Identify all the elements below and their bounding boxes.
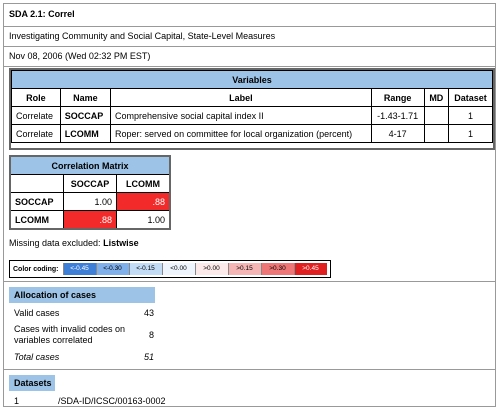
matrix-cell-high: .88: [116, 192, 171, 211]
invalid-cases-value: 8: [148, 330, 154, 340]
dataset-path: /SDA-ID/ICSC/00163-0002: [58, 396, 166, 406]
table-row: Correlate LCOMM Roper: served on committ…: [11, 124, 494, 143]
run-date: Nov 08, 2006 (Wed 02:32 PM EST): [4, 48, 495, 67]
valid-cases-value: 43: [143, 308, 154, 318]
matrix-col-lcomm: LCOMM: [116, 174, 171, 193]
report-frame: [3, 3, 496, 407]
page-title: SDA 2.1: Correl: [4, 6, 495, 27]
range-cell: 4-17: [370, 124, 425, 143]
matrix-cell-high: .88: [63, 210, 117, 230]
color-coding-label: Color coding:: [13, 265, 59, 273]
name-cell: SOCCAP: [59, 106, 112, 125]
role-cell: Correlate: [11, 106, 61, 125]
color-swatch: <0.00: [161, 263, 195, 275]
col-role: Role: [11, 88, 61, 107]
missing-data-note: Missing data excluded: Listwise: [9, 238, 139, 248]
swatch-strip: <-0.45 <-0.30 <-0.15 <0.00 >0.00 >0.15 >0.30 >0…: [62, 263, 327, 275]
matrix-col-soccap: SOCCAP: [63, 174, 117, 193]
table-row: Correlate SOCCAP Comprehensive social ca…: [11, 106, 494, 125]
color-swatch: <-0.45: [63, 263, 96, 275]
dataset-number: 1: [14, 396, 20, 406]
dataset-cell: 1: [447, 106, 494, 125]
col-range: Range: [370, 88, 425, 107]
color-swatch: >0.30: [260, 263, 294, 275]
correlation-heading: Correlation Matrix: [9, 155, 171, 175]
valid-cases-label: Valid cases: [14, 308, 60, 318]
col-name: Name: [59, 88, 112, 107]
matrix-cell: 1.00: [116, 210, 171, 230]
total-cases-value: 51: [143, 352, 154, 362]
md-cell: [423, 106, 449, 125]
allocation-heading: Allocation of cases: [9, 287, 155, 303]
variables-table: Variables Role Name Label Range MD Datas…: [11, 70, 494, 143]
variables-panel: Variables Role Name Label Range MD Datas…: [9, 68, 495, 150]
total-cases-row: Total cases 51: [14, 352, 154, 362]
color-swatch: <-0.15: [128, 263, 162, 275]
divider: [4, 369, 495, 370]
matrix-row-soccap: SOCCAP: [9, 192, 64, 211]
variables-heading: Variables: [11, 70, 493, 89]
color-swatch: >0.15: [227, 263, 261, 275]
color-coding-legend: Color coding: <-0.45 <-0.30 <-0.15 <0.00 >0.…: [9, 260, 331, 278]
md-cell: [423, 124, 449, 143]
range-cell: -1.43-1.71: [370, 106, 425, 125]
matrix-row-lcomm: LCOMM: [9, 210, 64, 230]
col-md: MD: [423, 88, 449, 107]
color-swatch: <-0.30: [95, 263, 129, 275]
label-cell: Roper: served on committee for local org…: [110, 124, 372, 143]
dataset-cell: 1: [447, 124, 494, 143]
datasets-heading: Datasets: [9, 375, 55, 391]
study-title: Investigating Community and Social Capit…: [4, 28, 495, 47]
missing-label: Missing data excluded:: [9, 238, 101, 248]
correlation-matrix: Correlation Matrix SOCCAP LCOMM SOCCAP 1…: [9, 155, 171, 230]
invalid-cases-row: Cases with invalid codes on variables co…: [14, 324, 154, 346]
divider: [4, 281, 495, 282]
label-cell: Comprehensive social capital index II: [110, 106, 372, 125]
valid-cases-row: Valid cases 43: [14, 308, 154, 318]
corner-cell: [9, 174, 64, 193]
col-label: Label: [110, 88, 372, 107]
invalid-cases-label-1: Cases with invalid codes on: [14, 324, 126, 334]
matrix-cell: 1.00: [63, 192, 117, 211]
invalid-cases-label-2: variables correlated: [14, 335, 93, 345]
color-swatch: >0.00: [194, 263, 228, 275]
role-cell: Correlate: [11, 124, 61, 143]
col-dataset: Dataset: [447, 88, 494, 107]
total-cases-label: Total cases: [14, 352, 60, 362]
name-cell: LCOMM: [59, 124, 112, 143]
missing-value: Listwise: [103, 238, 139, 248]
color-swatch: >0.45: [293, 263, 327, 275]
